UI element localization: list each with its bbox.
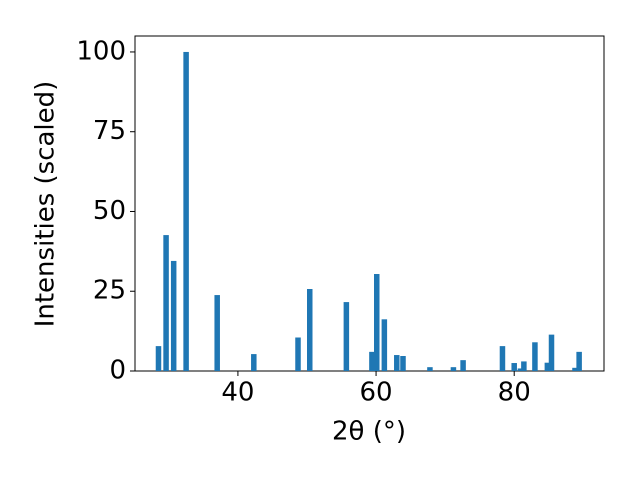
y-tick-label: 100: [76, 36, 126, 66]
y-tick-label: 75: [93, 116, 126, 146]
bar: [307, 289, 313, 371]
bar: [511, 363, 517, 371]
bar: [155, 346, 162, 371]
bar: [343, 302, 350, 371]
bar: [394, 355, 400, 371]
bar: [251, 354, 257, 371]
bar: [163, 235, 169, 371]
bar: [295, 337, 301, 371]
bar: [183, 51, 189, 371]
y-axis-label: Intensities (scaled): [31, 81, 61, 328]
bar: [400, 356, 406, 371]
bar: [548, 334, 555, 371]
bar: [381, 319, 388, 371]
bar: [576, 351, 582, 371]
bar: [374, 274, 380, 371]
bar: [450, 367, 457, 371]
bar: [427, 367, 433, 371]
bar: [544, 362, 551, 371]
bar: [170, 260, 177, 371]
bar: [517, 368, 524, 371]
x-tick-label: 60: [360, 378, 393, 408]
x-tick-label: 40: [221, 378, 254, 408]
bar: [572, 367, 578, 371]
bar: [499, 346, 506, 371]
bar: [460, 360, 466, 371]
y-tick-label: 0: [109, 356, 126, 386]
bar: [521, 361, 527, 371]
x-tick-label: 80: [498, 378, 531, 408]
plot-frame: [134, 35, 605, 372]
y-tick-label: 50: [93, 196, 126, 226]
bar: [532, 342, 538, 371]
bar: [369, 351, 375, 371]
y-tick-label: 25: [93, 276, 126, 306]
bar: [214, 295, 220, 371]
x-axis-label: 2θ (°): [332, 417, 406, 447]
